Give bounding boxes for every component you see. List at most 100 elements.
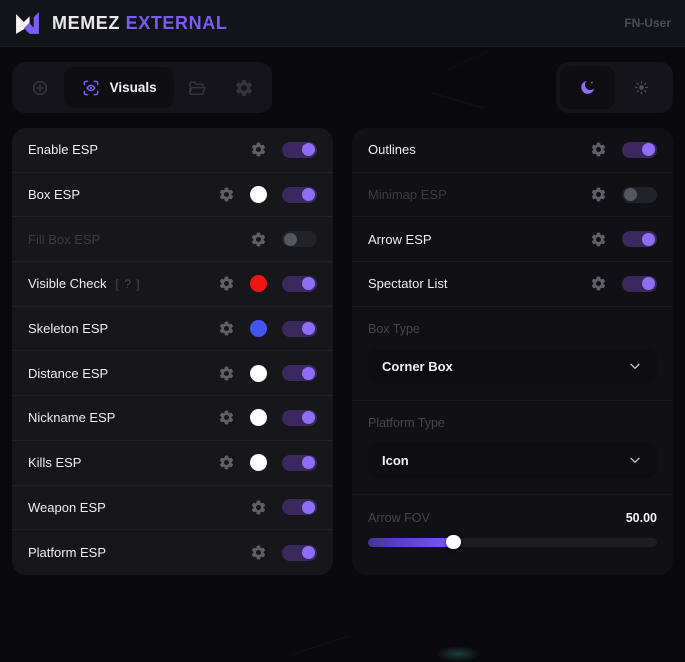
toggle-knob — [302, 456, 315, 470]
main-toolbar: Visuals — [12, 62, 272, 113]
row-settings-gear-icon[interactable] — [250, 499, 267, 516]
select-value: Icon — [382, 452, 409, 468]
toggle-knob — [624, 188, 637, 202]
toggle-knob — [302, 188, 315, 202]
setting-row: Platform ESP — [12, 530, 333, 575]
row-settings-gear-icon[interactable] — [250, 544, 267, 561]
setting-label: Weapon ESP — [28, 499, 106, 515]
brand-name: MEMEZ — [52, 12, 120, 33]
setting-row: Nickname ESP — [12, 396, 333, 441]
light-mode-button[interactable] — [615, 66, 670, 109]
setting-label: Enable ESP — [28, 142, 99, 158]
color-swatch[interactable] — [250, 186, 267, 204]
toggle-switch[interactable] — [282, 499, 317, 516]
setting-label: Platform ESP — [28, 545, 107, 561]
row-settings-gear-icon[interactable] — [590, 275, 607, 292]
setting-row: Fill Box ESP — [12, 217, 333, 263]
toggle-switch[interactable] — [622, 141, 657, 158]
color-swatch[interactable] — [250, 320, 267, 338]
setting-row: Kills ESP — [12, 441, 333, 486]
slider-label: Arrow FOV — [368, 510, 430, 525]
toggle-knob — [284, 232, 297, 246]
slider-group: Arrow FOV 50.00 — [352, 510, 673, 550]
toggle-switch[interactable] — [282, 409, 317, 426]
toggle-knob — [642, 143, 655, 157]
row-settings-gear-icon[interactable] — [250, 231, 267, 248]
select-value: Corner Box — [382, 358, 453, 374]
select-group: Platform Type Icon — [352, 416, 673, 495]
toggle-switch[interactable] — [622, 186, 657, 203]
row-settings-gear-icon[interactable] — [590, 141, 607, 158]
row-settings-gear-icon[interactable] — [218, 454, 235, 471]
tab-aimbot[interactable] — [17, 67, 64, 108]
page-title: MEMEZ EXTERNAL — [52, 13, 227, 34]
setting-row: Outlines — [352, 128, 673, 173]
chevron-down-icon — [630, 363, 640, 370]
background-artifact — [291, 636, 348, 655]
setting-label: Fill Box ESP — [28, 231, 101, 247]
toggle-knob — [302, 500, 315, 514]
setting-row: Enable ESP — [12, 128, 333, 173]
tab-settings[interactable] — [220, 67, 267, 108]
slider-fill — [368, 537, 452, 547]
row-settings-gear-icon[interactable] — [218, 320, 235, 337]
select-dropdown[interactable]: Corner Box — [368, 348, 657, 384]
toggle-switch[interactable] — [282, 231, 317, 248]
slider-handle[interactable] — [445, 535, 461, 550]
gear-icon — [235, 79, 252, 96]
toggle-knob — [302, 322, 315, 336]
toggle-switch[interactable] — [282, 365, 317, 382]
setting-label: Outlines — [368, 142, 416, 158]
toggle-knob — [302, 411, 315, 425]
slider-value: 50.00 — [625, 510, 657, 525]
dark-mode-button[interactable] — [560, 66, 615, 109]
tab-configs[interactable] — [174, 67, 221, 108]
setting-row: Visible Check [ ? ] — [12, 262, 333, 307]
row-settings-gear-icon[interactable] — [218, 186, 235, 203]
setting-row: Spectator List — [352, 262, 673, 307]
row-settings-gear-icon[interactable] — [250, 141, 267, 158]
setting-row: Skeleton ESP — [12, 307, 333, 352]
setting-label: Minimap ESP — [368, 187, 447, 203]
toggle-knob — [302, 546, 315, 560]
tab-visuals[interactable]: Visuals — [63, 67, 174, 108]
background-artifact — [436, 646, 480, 662]
toggle-switch[interactable] — [622, 275, 657, 292]
color-swatch[interactable] — [250, 364, 267, 382]
row-settings-gear-icon[interactable] — [590, 231, 607, 248]
color-swatch[interactable] — [250, 409, 267, 427]
setting-label: Box ESP — [28, 187, 81, 203]
setting-row: Box ESP — [12, 173, 333, 218]
setting-label: Skeleton ESP — [28, 321, 109, 337]
toggle-knob — [302, 366, 315, 380]
row-settings-gear-icon[interactable] — [218, 409, 235, 426]
select-dropdown[interactable]: Icon — [368, 442, 657, 478]
row-settings-gear-icon[interactable] — [218, 365, 235, 382]
toggle-switch[interactable] — [622, 231, 657, 248]
toggle-switch[interactable] — [282, 544, 317, 561]
toggle-knob — [642, 232, 655, 246]
slider-track[interactable] — [368, 535, 657, 550]
visuals-panel-right: Outlines Minimap ESP Arrow ESP Spectator… — [352, 128, 673, 575]
toggle-switch[interactable] — [282, 275, 317, 292]
toggle-switch[interactable] — [282, 454, 317, 471]
username-label: FN-User — [624, 16, 671, 30]
toggle-knob — [302, 277, 315, 291]
toggle-switch[interactable] — [282, 320, 317, 337]
visuals-panel-left: Enable ESP Box ESP Fill Box ESP Visible … — [12, 128, 333, 575]
toggle-switch[interactable] — [282, 141, 317, 158]
select-group: Box Type Corner Box — [352, 322, 673, 401]
toggle-knob — [642, 277, 655, 291]
row-settings-gear-icon[interactable] — [218, 275, 235, 292]
setting-label: Nickname ESP — [28, 410, 116, 426]
setting-row: Distance ESP — [12, 351, 333, 397]
row-settings-gear-icon[interactable] — [590, 186, 607, 203]
chevron-down-icon — [630, 457, 640, 464]
toggle-switch[interactable] — [282, 186, 317, 203]
color-swatch[interactable] — [250, 275, 267, 293]
setting-label: Distance ESP — [28, 365, 109, 381]
select-label: Platform Type — [368, 415, 445, 430]
setting-label: Kills ESP — [28, 455, 82, 471]
color-swatch[interactable] — [250, 454, 267, 472]
tab-visuals-label: Visuals — [109, 80, 157, 95]
